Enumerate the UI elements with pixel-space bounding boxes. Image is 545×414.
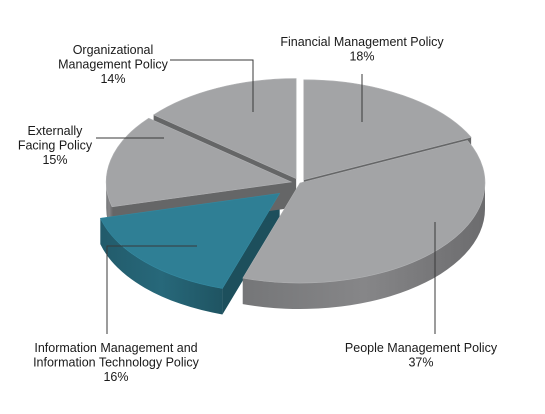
leader-lines [96, 59, 436, 334]
slice-percent-2: 16% [103, 370, 128, 384]
pie-slice-tops [99, 78, 486, 289]
slice-label-1: People Management Policy 37% [345, 341, 498, 370]
slice-label-line-3-0: Externally [28, 124, 84, 138]
pie-slice-4 [152, 78, 297, 180]
leader-line-2 [106, 245, 197, 334]
slice-label-line-4-1: Management Policy [58, 58, 169, 72]
slice-label-line-3-1: Facing Policy [18, 139, 93, 153]
slice-label-line-4-0: Organizational [73, 43, 154, 57]
slice-label-4: Organizational Management Policy 14% [58, 43, 169, 86]
pie-slice-side-2 [100, 218, 223, 315]
leader-line-4 [170, 59, 254, 112]
slice-label-line-2-0: Information Management and [34, 341, 197, 355]
pie-slice-wall-2-0 [222, 193, 280, 315]
pie-slice-2 [99, 192, 281, 289]
slice-label-line-2-1: Information Technology Policy [33, 356, 200, 370]
slice-label-line-1-0: People Management Policy [345, 341, 498, 355]
slice-percent-0: 18% [349, 50, 374, 64]
slice-label-line-0-0: Financial Management Policy [280, 35, 444, 49]
slice-percent-1: 37% [408, 356, 433, 370]
slice-label-3: Externally Facing Policy 15% [18, 124, 93, 167]
pie-slice-1 [242, 140, 486, 284]
pie-slice-side-1 [242, 183, 486, 310]
slice-label-2: Information Management and Information Te… [33, 341, 200, 384]
pie-slice-3 [105, 117, 293, 208]
pie-slice-0 [303, 79, 472, 181]
slice-labels: Financial Management Policy 18% People Man… [18, 35, 498, 384]
slice-percent-4: 14% [100, 72, 125, 86]
slice-label-0: Financial Management Policy 18% [280, 35, 444, 64]
slice-percent-3: 15% [42, 153, 67, 167]
